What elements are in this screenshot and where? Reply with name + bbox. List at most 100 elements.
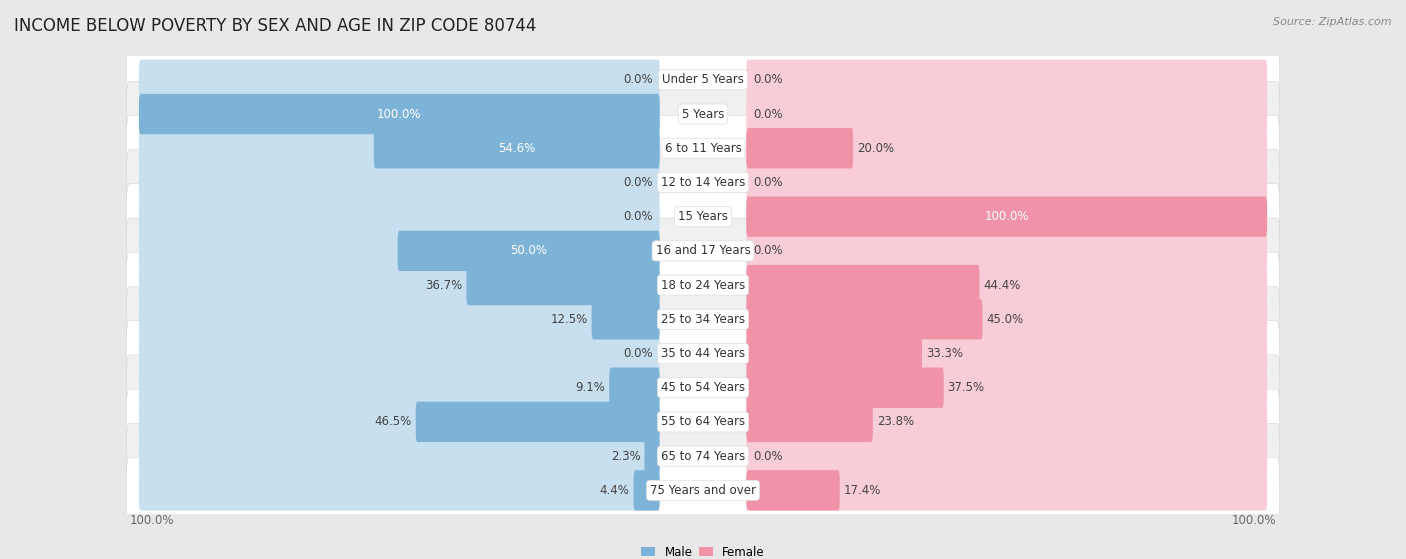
FancyBboxPatch shape: [127, 184, 1279, 249]
Text: 54.6%: 54.6%: [498, 142, 536, 155]
Text: 5 Years: 5 Years: [682, 107, 724, 121]
FancyBboxPatch shape: [127, 218, 1279, 284]
Text: 100.0%: 100.0%: [377, 107, 422, 121]
FancyBboxPatch shape: [747, 94, 1267, 134]
FancyBboxPatch shape: [467, 265, 659, 305]
FancyBboxPatch shape: [139, 299, 659, 339]
Text: 0.0%: 0.0%: [623, 176, 652, 189]
Text: 0.0%: 0.0%: [623, 210, 652, 223]
FancyBboxPatch shape: [416, 402, 659, 442]
FancyBboxPatch shape: [127, 321, 1279, 386]
Text: 20.0%: 20.0%: [858, 142, 894, 155]
FancyBboxPatch shape: [374, 128, 659, 168]
FancyBboxPatch shape: [747, 231, 1267, 271]
FancyBboxPatch shape: [127, 150, 1279, 215]
FancyBboxPatch shape: [127, 47, 1279, 113]
FancyBboxPatch shape: [127, 457, 1279, 523]
FancyBboxPatch shape: [747, 265, 1267, 305]
Text: 0.0%: 0.0%: [623, 347, 652, 360]
Text: 15 Years: 15 Years: [678, 210, 728, 223]
Text: 0.0%: 0.0%: [754, 176, 783, 189]
Text: 44.4%: 44.4%: [983, 278, 1021, 292]
FancyBboxPatch shape: [747, 162, 1267, 203]
FancyBboxPatch shape: [747, 470, 839, 510]
FancyBboxPatch shape: [127, 355, 1279, 420]
FancyBboxPatch shape: [747, 367, 1267, 408]
Text: 0.0%: 0.0%: [754, 449, 783, 463]
FancyBboxPatch shape: [747, 470, 1267, 510]
FancyBboxPatch shape: [139, 367, 659, 408]
FancyBboxPatch shape: [139, 197, 659, 237]
Text: 55 to 64 Years: 55 to 64 Years: [661, 415, 745, 428]
Text: 16 and 17 Years: 16 and 17 Years: [655, 244, 751, 257]
Text: 0.0%: 0.0%: [754, 107, 783, 121]
FancyBboxPatch shape: [644, 436, 659, 476]
FancyBboxPatch shape: [747, 436, 1267, 476]
Text: 75 Years and over: 75 Years and over: [650, 484, 756, 497]
FancyBboxPatch shape: [747, 265, 980, 305]
FancyBboxPatch shape: [592, 299, 659, 339]
FancyBboxPatch shape: [139, 162, 659, 203]
Text: 0.0%: 0.0%: [754, 73, 783, 86]
Text: 25 to 34 Years: 25 to 34 Years: [661, 313, 745, 326]
FancyBboxPatch shape: [139, 436, 659, 476]
Text: 6 to 11 Years: 6 to 11 Years: [665, 142, 741, 155]
Text: 45.0%: 45.0%: [987, 313, 1024, 326]
Text: 33.3%: 33.3%: [927, 347, 963, 360]
Text: 4.4%: 4.4%: [600, 484, 630, 497]
FancyBboxPatch shape: [747, 402, 1267, 442]
FancyBboxPatch shape: [634, 470, 659, 510]
FancyBboxPatch shape: [747, 367, 943, 408]
FancyBboxPatch shape: [139, 94, 659, 134]
Text: 17.4%: 17.4%: [844, 484, 882, 497]
FancyBboxPatch shape: [127, 286, 1279, 352]
FancyBboxPatch shape: [139, 231, 659, 271]
Text: 100.0%: 100.0%: [1232, 514, 1277, 527]
Text: 9.1%: 9.1%: [575, 381, 606, 394]
FancyBboxPatch shape: [398, 231, 659, 271]
Text: INCOME BELOW POVERTY BY SEX AND AGE IN ZIP CODE 80744: INCOME BELOW POVERTY BY SEX AND AGE IN Z…: [14, 17, 537, 35]
Text: Source: ZipAtlas.com: Source: ZipAtlas.com: [1274, 17, 1392, 27]
FancyBboxPatch shape: [127, 115, 1279, 181]
FancyBboxPatch shape: [139, 60, 659, 100]
FancyBboxPatch shape: [139, 128, 659, 168]
FancyBboxPatch shape: [127, 389, 1279, 455]
FancyBboxPatch shape: [747, 333, 1267, 373]
FancyBboxPatch shape: [127, 423, 1279, 489]
FancyBboxPatch shape: [609, 367, 659, 408]
FancyBboxPatch shape: [747, 299, 1267, 339]
Text: 100.0%: 100.0%: [984, 210, 1029, 223]
FancyBboxPatch shape: [747, 197, 1267, 237]
Text: 2.3%: 2.3%: [610, 449, 641, 463]
FancyBboxPatch shape: [747, 333, 922, 373]
Text: 45 to 54 Years: 45 to 54 Years: [661, 381, 745, 394]
FancyBboxPatch shape: [747, 299, 983, 339]
Text: 37.5%: 37.5%: [948, 381, 984, 394]
FancyBboxPatch shape: [747, 402, 873, 442]
FancyBboxPatch shape: [139, 402, 659, 442]
Text: 12.5%: 12.5%: [551, 313, 588, 326]
FancyBboxPatch shape: [747, 128, 1267, 168]
FancyBboxPatch shape: [747, 197, 1267, 237]
Text: Under 5 Years: Under 5 Years: [662, 73, 744, 86]
Text: 35 to 44 Years: 35 to 44 Years: [661, 347, 745, 360]
Text: 36.7%: 36.7%: [425, 278, 463, 292]
FancyBboxPatch shape: [139, 333, 659, 373]
Text: 18 to 24 Years: 18 to 24 Years: [661, 278, 745, 292]
FancyBboxPatch shape: [139, 470, 659, 510]
Text: 100.0%: 100.0%: [129, 514, 174, 527]
Text: 0.0%: 0.0%: [754, 244, 783, 257]
FancyBboxPatch shape: [127, 252, 1279, 318]
Text: 23.8%: 23.8%: [877, 415, 914, 428]
Text: 0.0%: 0.0%: [623, 73, 652, 86]
Text: 46.5%: 46.5%: [374, 415, 412, 428]
FancyBboxPatch shape: [747, 60, 1267, 100]
Text: 12 to 14 Years: 12 to 14 Years: [661, 176, 745, 189]
FancyBboxPatch shape: [139, 94, 659, 134]
FancyBboxPatch shape: [127, 81, 1279, 147]
Text: 65 to 74 Years: 65 to 74 Years: [661, 449, 745, 463]
Legend: Male, Female: Male, Female: [637, 541, 769, 559]
FancyBboxPatch shape: [747, 128, 853, 168]
FancyBboxPatch shape: [139, 265, 659, 305]
Text: 50.0%: 50.0%: [510, 244, 547, 257]
